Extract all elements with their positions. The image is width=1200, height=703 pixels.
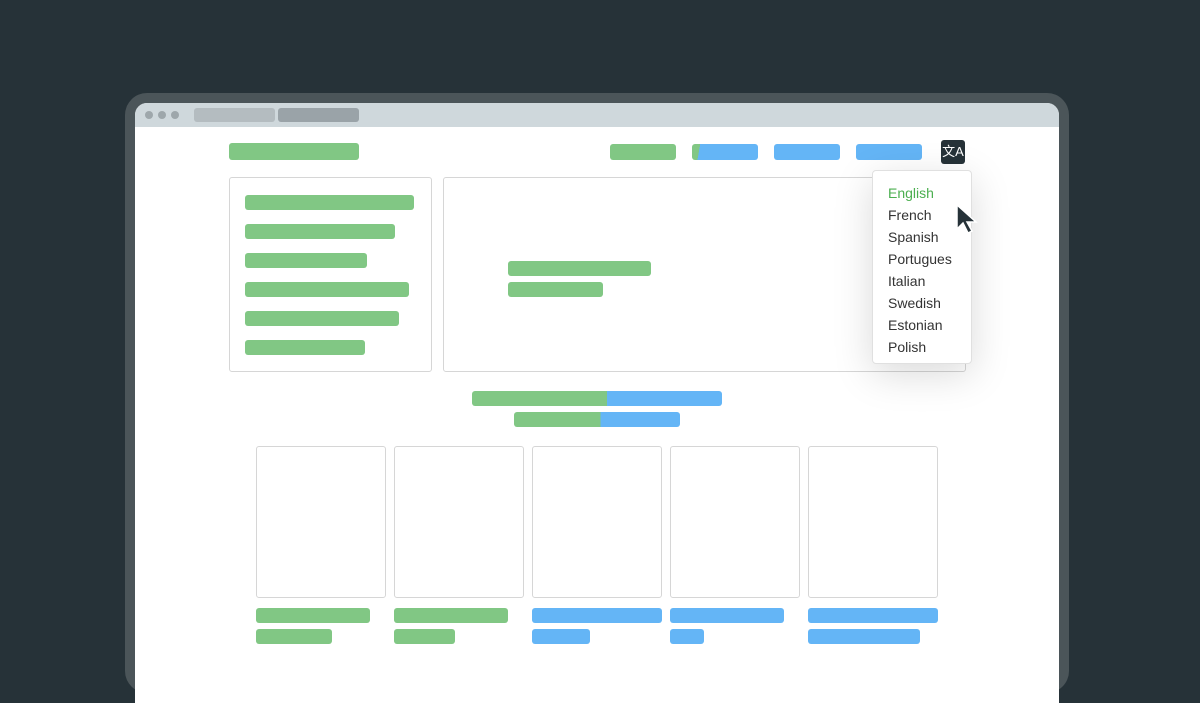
language-option-swedish[interactable]: Swedish [888,295,941,311]
language-option-estonian[interactable]: Estonian [888,317,943,333]
translate-button[interactable]: 文A [941,140,965,164]
nav-item[interactable] [692,144,758,160]
browser-window: 文A English French Spanish Portugues Ital… [135,103,1059,703]
logo-placeholder[interactable] [229,143,359,160]
sidebar-line [245,282,409,297]
card-sub-line [532,629,590,644]
card-title-line [256,608,370,623]
language-option-italian[interactable]: Italian [888,273,926,289]
product-card[interactable] [394,446,524,598]
card-title-line [808,608,938,623]
card-sub-line [394,629,455,644]
sidebar-line [245,311,399,326]
card-sub-line [808,629,920,644]
hero-line [508,261,651,276]
browser-toolbar [135,103,1059,127]
heading-line [472,391,722,406]
product-card[interactable] [670,446,800,598]
window-dot[interactable] [158,111,166,119]
language-option-polish[interactable]: Polish [888,339,927,355]
window-dot[interactable] [171,111,179,119]
nav-item[interactable] [774,144,840,160]
language-option-english[interactable]: English [888,185,934,201]
subheading-line [514,412,680,427]
product-card[interactable] [532,446,662,598]
hero-line [508,282,603,297]
card-title-line [670,608,784,623]
sidebar-card [229,177,432,372]
product-card[interactable] [808,446,938,598]
sidebar-line [245,340,365,355]
card-sub-line [256,629,332,644]
language-option-portugues[interactable]: Portugues [888,251,952,267]
sidebar-line [245,195,414,210]
nav-item[interactable] [856,144,922,160]
translate-icon: 文A [942,144,964,159]
card-title-line [394,608,508,623]
language-dropdown: English French Spanish Portugues Italian… [872,170,972,364]
sidebar-line [245,253,367,268]
language-option-spanish[interactable]: Spanish [888,229,939,245]
nav-item[interactable] [610,144,676,160]
sidebar-line [245,224,395,239]
mouse-cursor-icon [956,203,978,235]
browser-tab-active[interactable] [278,108,359,122]
window-dot[interactable] [145,111,153,119]
card-title-line [532,608,662,623]
browser-tab[interactable] [194,108,275,122]
product-card[interactable] [256,446,386,598]
language-option-french[interactable]: French [888,207,932,223]
card-sub-line [670,629,704,644]
